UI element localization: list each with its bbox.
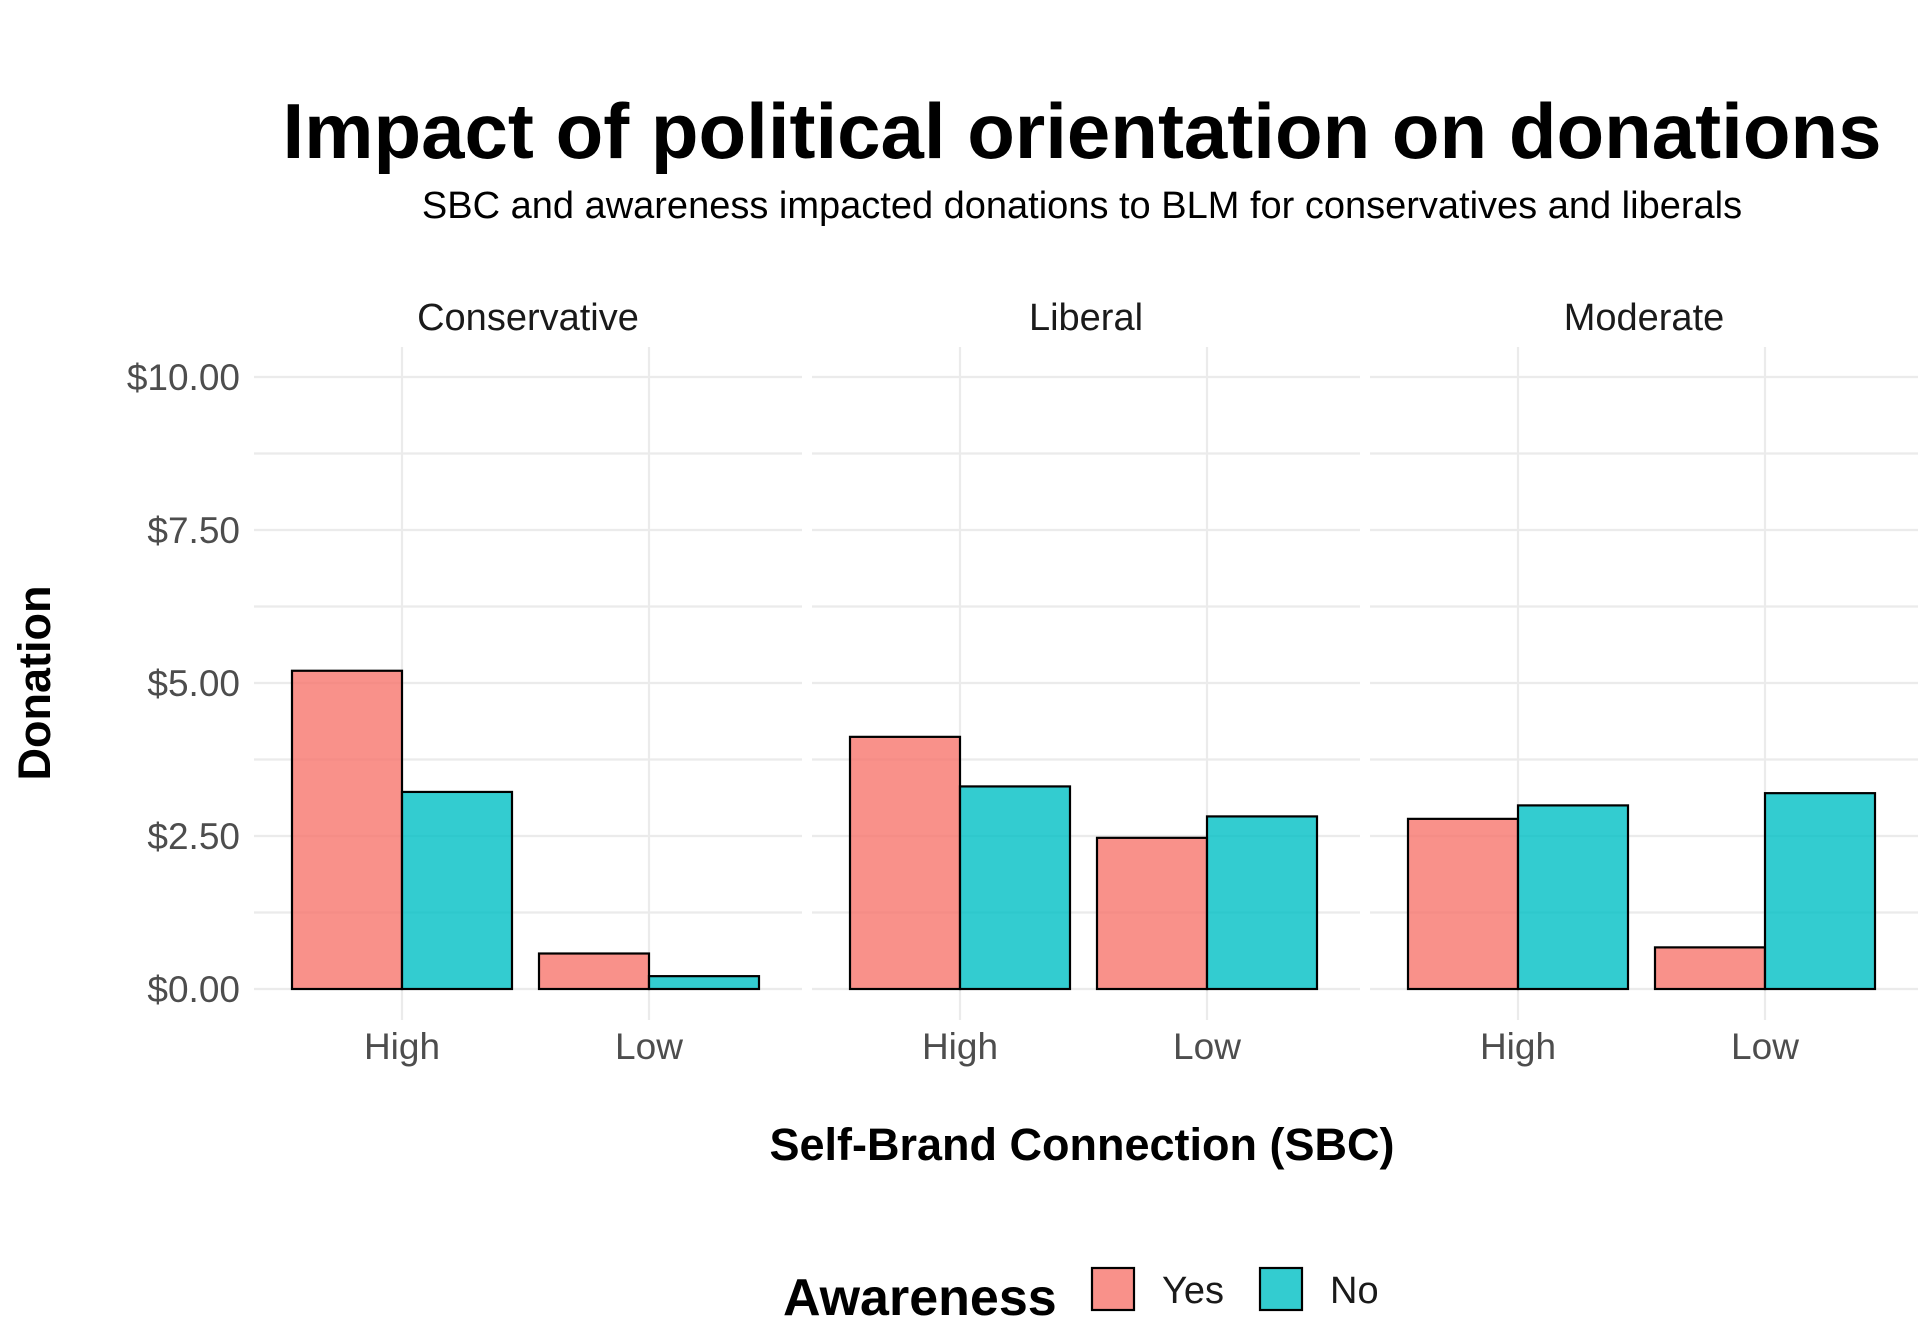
- bar-moderate-low-no: [1763, 792, 1877, 991]
- x-tick-label: Low: [1731, 1026, 1799, 1067]
- y-tick-label: $5.00: [147, 663, 240, 704]
- facet-panel-conservative: Conservative High Low: [254, 297, 802, 1067]
- x-tick-label: High: [922, 1026, 998, 1067]
- bar-moderate-low-yes: [1653, 946, 1767, 991]
- y-axis-title: Donation: [9, 586, 60, 781]
- bar-liberal-low-yes: [1095, 836, 1209, 991]
- y-tick-label: $0.00: [147, 969, 240, 1010]
- legend-entries: Yes No: [1090, 1266, 1379, 1312]
- chart-subtitle: SBC and awareness impacted donations to …: [422, 185, 1742, 227]
- y-tick-label: $10.00: [127, 357, 240, 398]
- bar-conservative-high-yes: [290, 669, 404, 991]
- legend: Awareness Yes No: [783, 1266, 1379, 1327]
- legend-key-yes: [1090, 1266, 1136, 1312]
- bar-conservative-high-no: [400, 790, 514, 991]
- bar-conservative-low-yes: [537, 952, 651, 991]
- legend-title: Awareness: [783, 1269, 1057, 1327]
- x-tick-label: High: [1480, 1026, 1556, 1067]
- facet-label: Moderate: [1564, 297, 1725, 339]
- bar-liberal-high-yes: [848, 735, 962, 991]
- legend-label-yes: Yes: [1162, 1270, 1224, 1312]
- chart-title: Impact of political orientation on donat…: [283, 87, 1882, 175]
- x-tick-label: Low: [1173, 1026, 1241, 1067]
- x-tick-label: Low: [615, 1026, 683, 1067]
- facet-panel-liberal: Liberal High Low: [812, 297, 1360, 1067]
- facet-panels: $0.00 $2.50 $5.00 $7.50 $10.00 Conservative Hi…: [127, 297, 1918, 1067]
- bar-conservative-low-no: [647, 975, 761, 991]
- bar-moderate-high-no: [1516, 804, 1630, 991]
- facet-panel-moderate: Moderate High Low: [1370, 297, 1918, 1067]
- bar-liberal-low-no: [1205, 815, 1319, 991]
- legend-key-no: [1258, 1266, 1304, 1312]
- facet-label: Conservative: [417, 297, 639, 339]
- bar-liberal-high-no: [958, 785, 1072, 991]
- x-axis-title: Self-Brand Connection (SBC): [770, 1119, 1395, 1170]
- x-tick-label: High: [364, 1026, 440, 1067]
- y-tick-label: $7.50: [147, 510, 240, 551]
- y-tick-label: $2.50: [147, 816, 240, 857]
- facet-label: Liberal: [1029, 297, 1143, 339]
- bar-moderate-high-yes: [1406, 817, 1520, 991]
- legend-label-no: No: [1330, 1270, 1379, 1312]
